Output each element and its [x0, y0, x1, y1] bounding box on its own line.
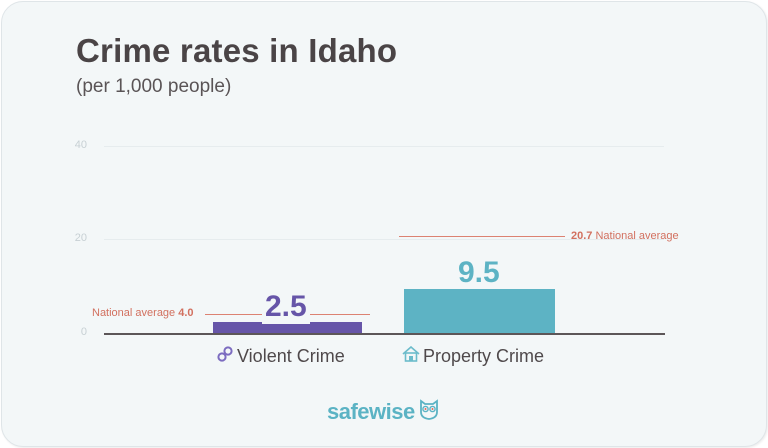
- chart-title: Crime rates in Idaho: [76, 32, 398, 69]
- logo-text: safewise: [327, 398, 415, 424]
- bar-property-crime: [404, 289, 555, 333]
- national-average-label-property: 20.7 National average: [571, 230, 679, 242]
- national-average-line-property: [399, 236, 565, 237]
- gridline-20: [104, 239, 664, 240]
- category-violent-crime: Violent Crime: [216, 346, 345, 367]
- category-property-crime: Property Crime: [402, 345, 544, 367]
- y-tick-20: 20: [74, 232, 87, 244]
- owl-icon: [419, 398, 439, 425]
- x-axis-baseline: [104, 333, 665, 335]
- gridline-40: [104, 146, 664, 147]
- value-label-violent: 2.5: [262, 290, 310, 324]
- handcuffs-icon: [216, 346, 234, 367]
- bar-violent-crime: [213, 322, 362, 333]
- chart-subtitle: (per 1,000 people): [76, 76, 232, 97]
- safewise-logo: safewise: [327, 398, 439, 425]
- y-tick-40: 40: [74, 139, 87, 151]
- national-average-label-violent: National average 4.0: [92, 307, 194, 319]
- y-tick-0: 0: [80, 326, 87, 338]
- value-label-property: 9.5: [458, 256, 500, 289]
- house-icon: [402, 345, 420, 367]
